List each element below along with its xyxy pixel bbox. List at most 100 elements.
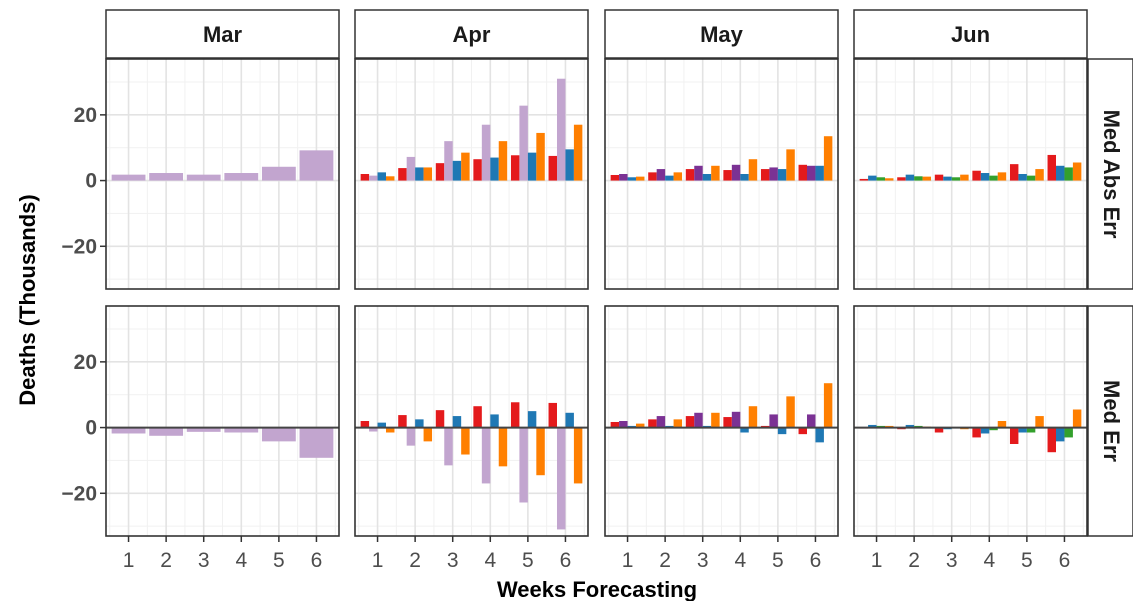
bar [711,165,720,181]
bar [386,176,395,181]
bar [694,412,703,428]
bar [1064,427,1073,438]
y-tick-label: 0 [85,417,97,440]
bar [377,172,387,181]
bar [922,176,932,181]
bar [685,416,695,428]
bar [536,132,545,181]
x-tick-label: 5 [1021,549,1033,572]
facet-strip-may [604,9,839,59]
bar [360,174,370,181]
bar [299,150,334,181]
bar [111,174,146,181]
x-tick-label: 1 [622,549,634,572]
facet-row-strip [1087,58,1133,290]
x-tick-label: 5 [273,549,285,572]
x-tick-label: 2 [659,549,671,572]
bar [760,169,770,181]
bar [490,414,499,428]
bar [1072,162,1082,181]
y-tick-label: 20 [74,104,97,127]
bar [452,160,462,181]
frame-layer [100,9,1133,542]
panel-border [354,58,589,290]
bar [619,174,628,181]
bar [868,424,877,428]
bar [1009,164,1019,181]
bar [1055,427,1065,442]
bar [369,175,378,181]
bar [823,383,833,428]
bar [934,174,944,181]
bar [556,78,566,181]
facet-strip-label: Apr [453,22,491,47]
bar [461,427,470,455]
bar [951,177,961,181]
bar [769,167,778,181]
bar [369,427,378,432]
x-tick-label: 2 [908,549,920,572]
bar [786,149,795,181]
facet-strip-mar [105,9,340,59]
bar [423,427,433,442]
x-tick-label: 4 [734,549,746,572]
bar [481,427,491,484]
bar [648,419,657,428]
bar [1026,427,1036,433]
bar [435,163,445,181]
bar [1064,167,1073,181]
y-tick-label: 20 [74,351,97,374]
x-tick-label: 3 [447,549,459,572]
x-tick-label: 5 [522,549,534,572]
bar [261,166,296,181]
bar [823,136,833,181]
x-tick-label: 2 [409,549,421,572]
facet-strip-label: Mar [203,22,243,47]
bar [636,423,645,428]
bar [423,167,433,181]
bar [527,152,537,181]
bar [498,141,508,181]
bar [406,427,416,446]
bar [806,165,816,181]
bar [997,172,1007,181]
bar [989,175,998,181]
bar [386,427,395,433]
y-axis-title: Deaths (Thousands) [15,194,40,405]
panel-border [853,58,1088,290]
bar [656,169,666,181]
bar [111,427,146,434]
bar [556,427,566,530]
x-tick-label: 2 [160,549,172,572]
bar [777,169,787,181]
bar [224,427,259,433]
bar [1035,169,1044,181]
bar [490,157,499,181]
panel-border [853,305,1088,537]
panel-border [105,305,340,537]
x-tick-label: 3 [946,549,958,572]
bar [972,427,981,438]
bar [149,173,184,181]
bar [548,402,557,428]
bar [510,155,520,181]
bar [149,427,184,436]
bar [740,174,749,181]
bar [473,406,482,428]
bar [536,427,545,476]
bar [415,419,424,428]
x-tick-label: 3 [697,549,709,572]
bar [565,412,574,428]
bar [769,414,778,428]
bar [377,422,387,428]
bar [905,174,915,181]
bar [960,174,969,181]
bar [1018,174,1027,181]
panel-border [354,305,589,537]
bar [656,416,666,428]
bar [261,427,296,442]
bar [398,415,407,428]
bar [876,177,886,181]
x-tick-label: 6 [1059,549,1071,572]
